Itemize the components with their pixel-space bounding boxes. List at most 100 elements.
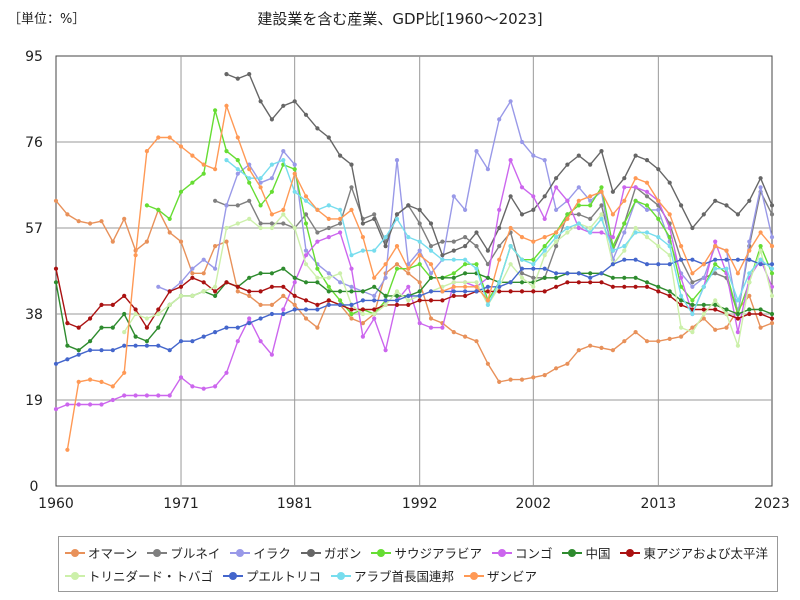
data-point [485,248,490,253]
data-point [394,212,400,217]
data-point [713,271,718,276]
data-point [406,298,411,303]
data-point [622,221,627,226]
data-point [213,293,218,298]
data-point [644,194,650,199]
data-point [156,393,161,398]
data-point [269,284,274,289]
legend-swatch [562,548,583,558]
data-point [88,221,93,226]
data-point [747,271,752,276]
data-point [110,302,115,307]
data-point [190,384,195,389]
data-point [406,293,411,298]
data-point [451,257,456,262]
data-point [769,284,775,289]
series-12 [65,103,775,452]
data-point [531,266,536,271]
data-point [428,289,434,294]
data-point [701,311,706,317]
data-point [156,284,161,289]
data-point [428,316,434,321]
data-point [88,348,93,353]
data-point [326,289,331,294]
data-point [451,239,456,244]
data-point [758,244,763,249]
data-point [122,393,127,398]
legend-label: アラブ首長国連邦 [354,569,455,584]
data-point [758,176,763,181]
data-point [428,271,434,276]
series-layer [53,72,775,452]
data-point [167,348,172,353]
data-point [610,248,616,253]
data-point [224,325,229,330]
data-point [372,311,377,317]
legend-swatch [371,548,392,558]
data-point [599,185,604,190]
data-point [235,171,240,176]
data-point [474,289,479,294]
data-point [644,180,650,185]
data-point [235,339,240,344]
data-point [747,198,752,203]
data-point [326,135,331,140]
data-point [269,176,274,181]
data-point [65,212,70,217]
data-point [565,212,570,217]
data-point [326,275,331,280]
data-point [463,280,468,285]
data-point [417,253,422,258]
data-point [599,216,604,221]
data-point [667,253,672,258]
data-point [576,348,581,353]
data-point [542,373,547,378]
data-point [133,307,138,312]
data-point [110,384,115,389]
data-point [326,203,331,208]
data-point [690,330,695,335]
data-point [769,235,775,240]
data-point [599,149,604,154]
data-point [644,203,650,208]
data-point [372,212,377,217]
x-tick-label: 2023 [754,496,790,512]
data-point [303,221,309,226]
data-point [65,321,70,326]
data-point [735,343,741,348]
data-point [156,325,161,330]
data-point [224,370,229,375]
data-point [372,316,377,321]
data-point [315,302,320,307]
data-point [656,262,661,267]
data-point [463,207,468,212]
data-point [156,343,161,348]
data-point [269,221,274,226]
data-point [758,262,763,267]
data-point [758,311,763,317]
data-point [735,330,741,335]
data-point [258,289,263,294]
data-point [76,352,81,357]
data-point [440,257,445,262]
unit-label: ［単位：%］ [8,12,86,27]
data-point [644,207,650,212]
data-point [724,311,729,317]
data-point [724,248,729,253]
data-point [235,284,240,289]
data-point [281,293,286,298]
data-point [463,244,468,249]
data-point [633,284,638,289]
data-point [406,284,411,289]
data-point [622,230,627,235]
legend-swatch [620,548,641,558]
data-point [497,244,502,249]
data-point [315,325,320,330]
data-point [531,194,536,199]
data-point [485,298,490,303]
data-point [258,176,263,181]
data-point [758,257,763,262]
data-point [88,316,93,321]
data-point [88,377,93,382]
data-point [463,334,468,339]
